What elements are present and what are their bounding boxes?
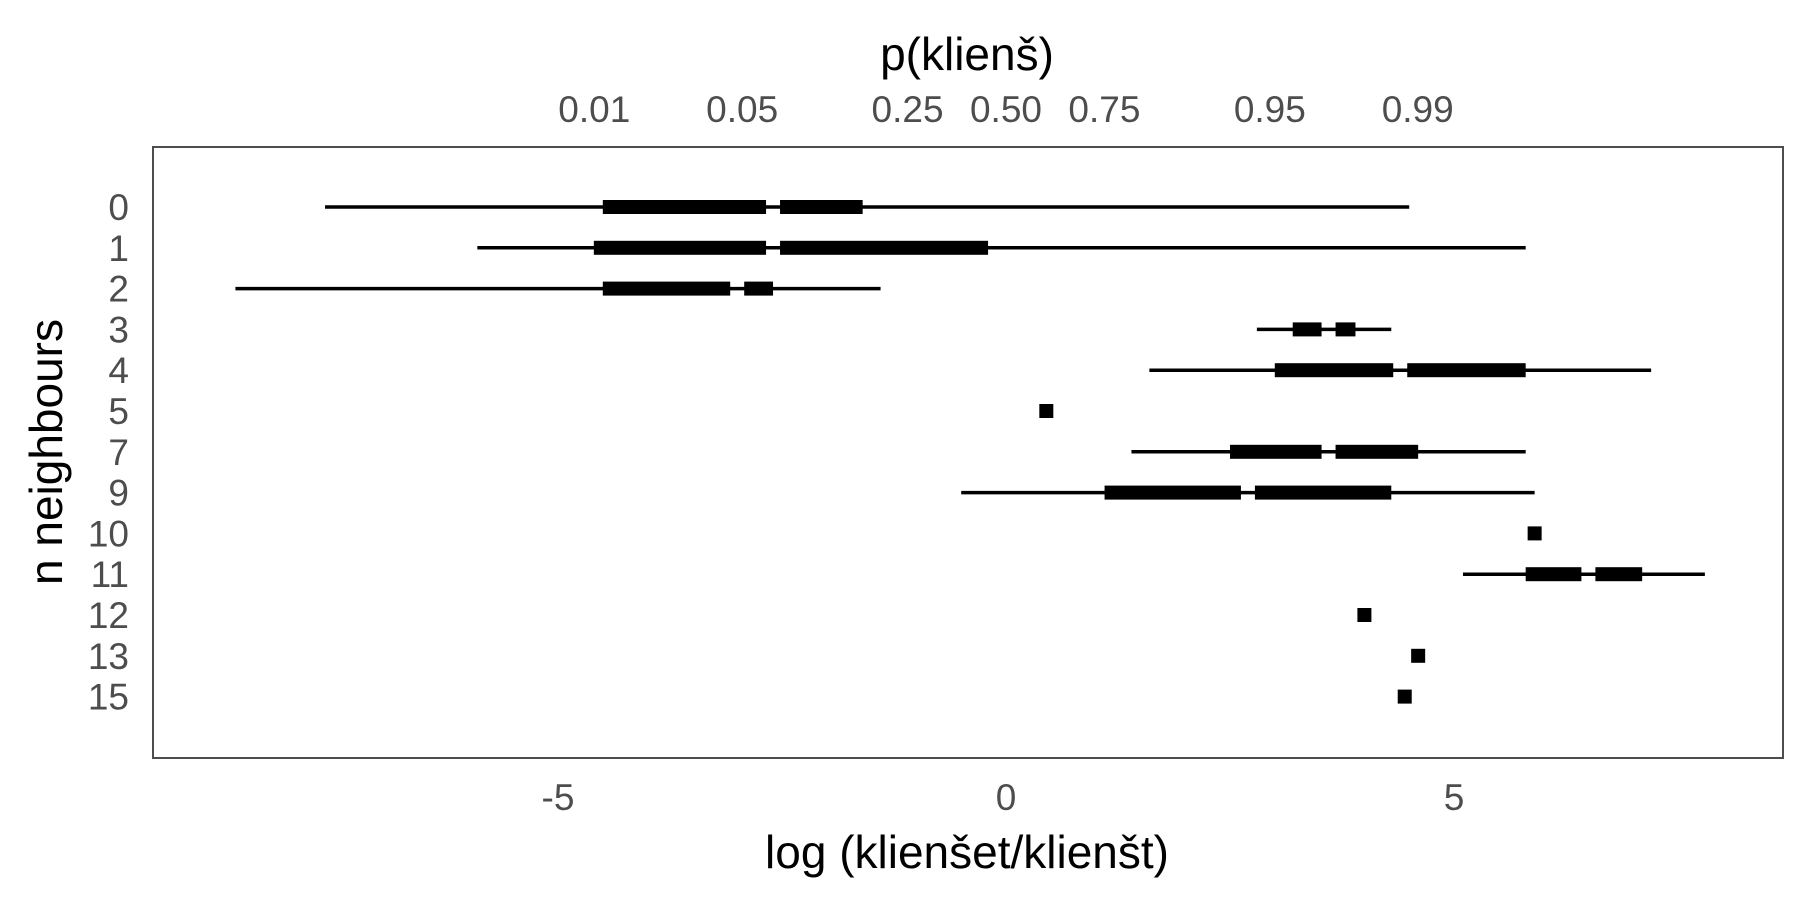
plot-panel xyxy=(152,146,1784,759)
top-tick-label: 0.95 xyxy=(1234,89,1306,130)
interval-row xyxy=(1149,363,1652,378)
y-tick-label: 10 xyxy=(88,513,129,554)
upper-box xyxy=(1335,444,1419,459)
upper-box xyxy=(1407,363,1526,378)
point-mark xyxy=(1411,648,1426,663)
point-mark xyxy=(1397,689,1412,704)
interval-row xyxy=(1462,567,1705,582)
interval-row xyxy=(1256,322,1392,337)
upper-box xyxy=(780,240,989,255)
y-tick-label: 15 xyxy=(88,677,129,718)
upper-box xyxy=(780,200,863,214)
top-tick-label: 0.01 xyxy=(558,89,630,130)
y-tick-label: 12 xyxy=(88,595,129,636)
y-tick-label: 2 xyxy=(108,269,129,310)
lower-box xyxy=(1230,444,1322,459)
interval-row xyxy=(1411,648,1426,663)
upper-box xyxy=(744,281,774,296)
x-axis-title: log (klienšet/klienšt) xyxy=(765,826,1169,878)
y-tick-label: 0 xyxy=(108,187,129,228)
x-tick-label: -5 xyxy=(542,777,575,818)
lower-box xyxy=(593,240,767,255)
upper-box xyxy=(1254,485,1392,500)
top-tick-label: 0.05 xyxy=(706,89,778,130)
interval-marks xyxy=(235,200,1705,704)
y-tick-label: 13 xyxy=(88,636,129,677)
top-tick-label: 0.99 xyxy=(1382,89,1454,130)
point-mark xyxy=(1039,404,1054,418)
lower-box xyxy=(602,200,767,214)
interval-row xyxy=(1357,608,1372,622)
upper-box xyxy=(1335,322,1356,337)
y-tick-label: 3 xyxy=(108,309,129,350)
y-tick-label: 7 xyxy=(108,432,129,473)
lower-box xyxy=(1525,567,1582,582)
y-tick-label: 5 xyxy=(108,391,129,432)
lower-box xyxy=(1274,363,1394,378)
interval-row xyxy=(477,240,1526,255)
y-tick-label: 9 xyxy=(108,473,129,514)
interval-row xyxy=(1039,404,1054,418)
interval-row xyxy=(1397,689,1412,704)
x-tick-label: 5 xyxy=(1444,777,1465,818)
top-axis-ticks: 0.01 0.05 0.25 0.50 0.75 0.95 0.99 xyxy=(558,89,1453,130)
lower-box xyxy=(1104,485,1241,500)
interval-row xyxy=(1131,444,1526,459)
lower-box xyxy=(602,281,731,296)
interval-row xyxy=(235,281,881,296)
x-axis-ticks: -5 0 5 xyxy=(542,777,1465,818)
interval-row xyxy=(325,200,1410,214)
y-tick-label: 11 xyxy=(91,554,129,595)
lower-box xyxy=(1292,322,1322,337)
top-tick-label: 0.25 xyxy=(872,89,944,130)
top-tick-label: 0.75 xyxy=(1068,89,1140,130)
interval-row xyxy=(961,485,1535,500)
interval-row xyxy=(1527,526,1542,541)
top-axis-title: p(klienš) xyxy=(880,28,1054,80)
point-mark xyxy=(1527,526,1542,541)
y-tick-label: 4 xyxy=(108,350,129,391)
y-tick-label: 1 xyxy=(108,228,129,269)
point-mark xyxy=(1357,608,1372,622)
upper-box xyxy=(1595,567,1643,582)
y-axis-title: n neighbours xyxy=(20,319,72,585)
top-tick-label: 0.50 xyxy=(970,89,1042,130)
x-tick-label: 0 xyxy=(996,777,1017,818)
